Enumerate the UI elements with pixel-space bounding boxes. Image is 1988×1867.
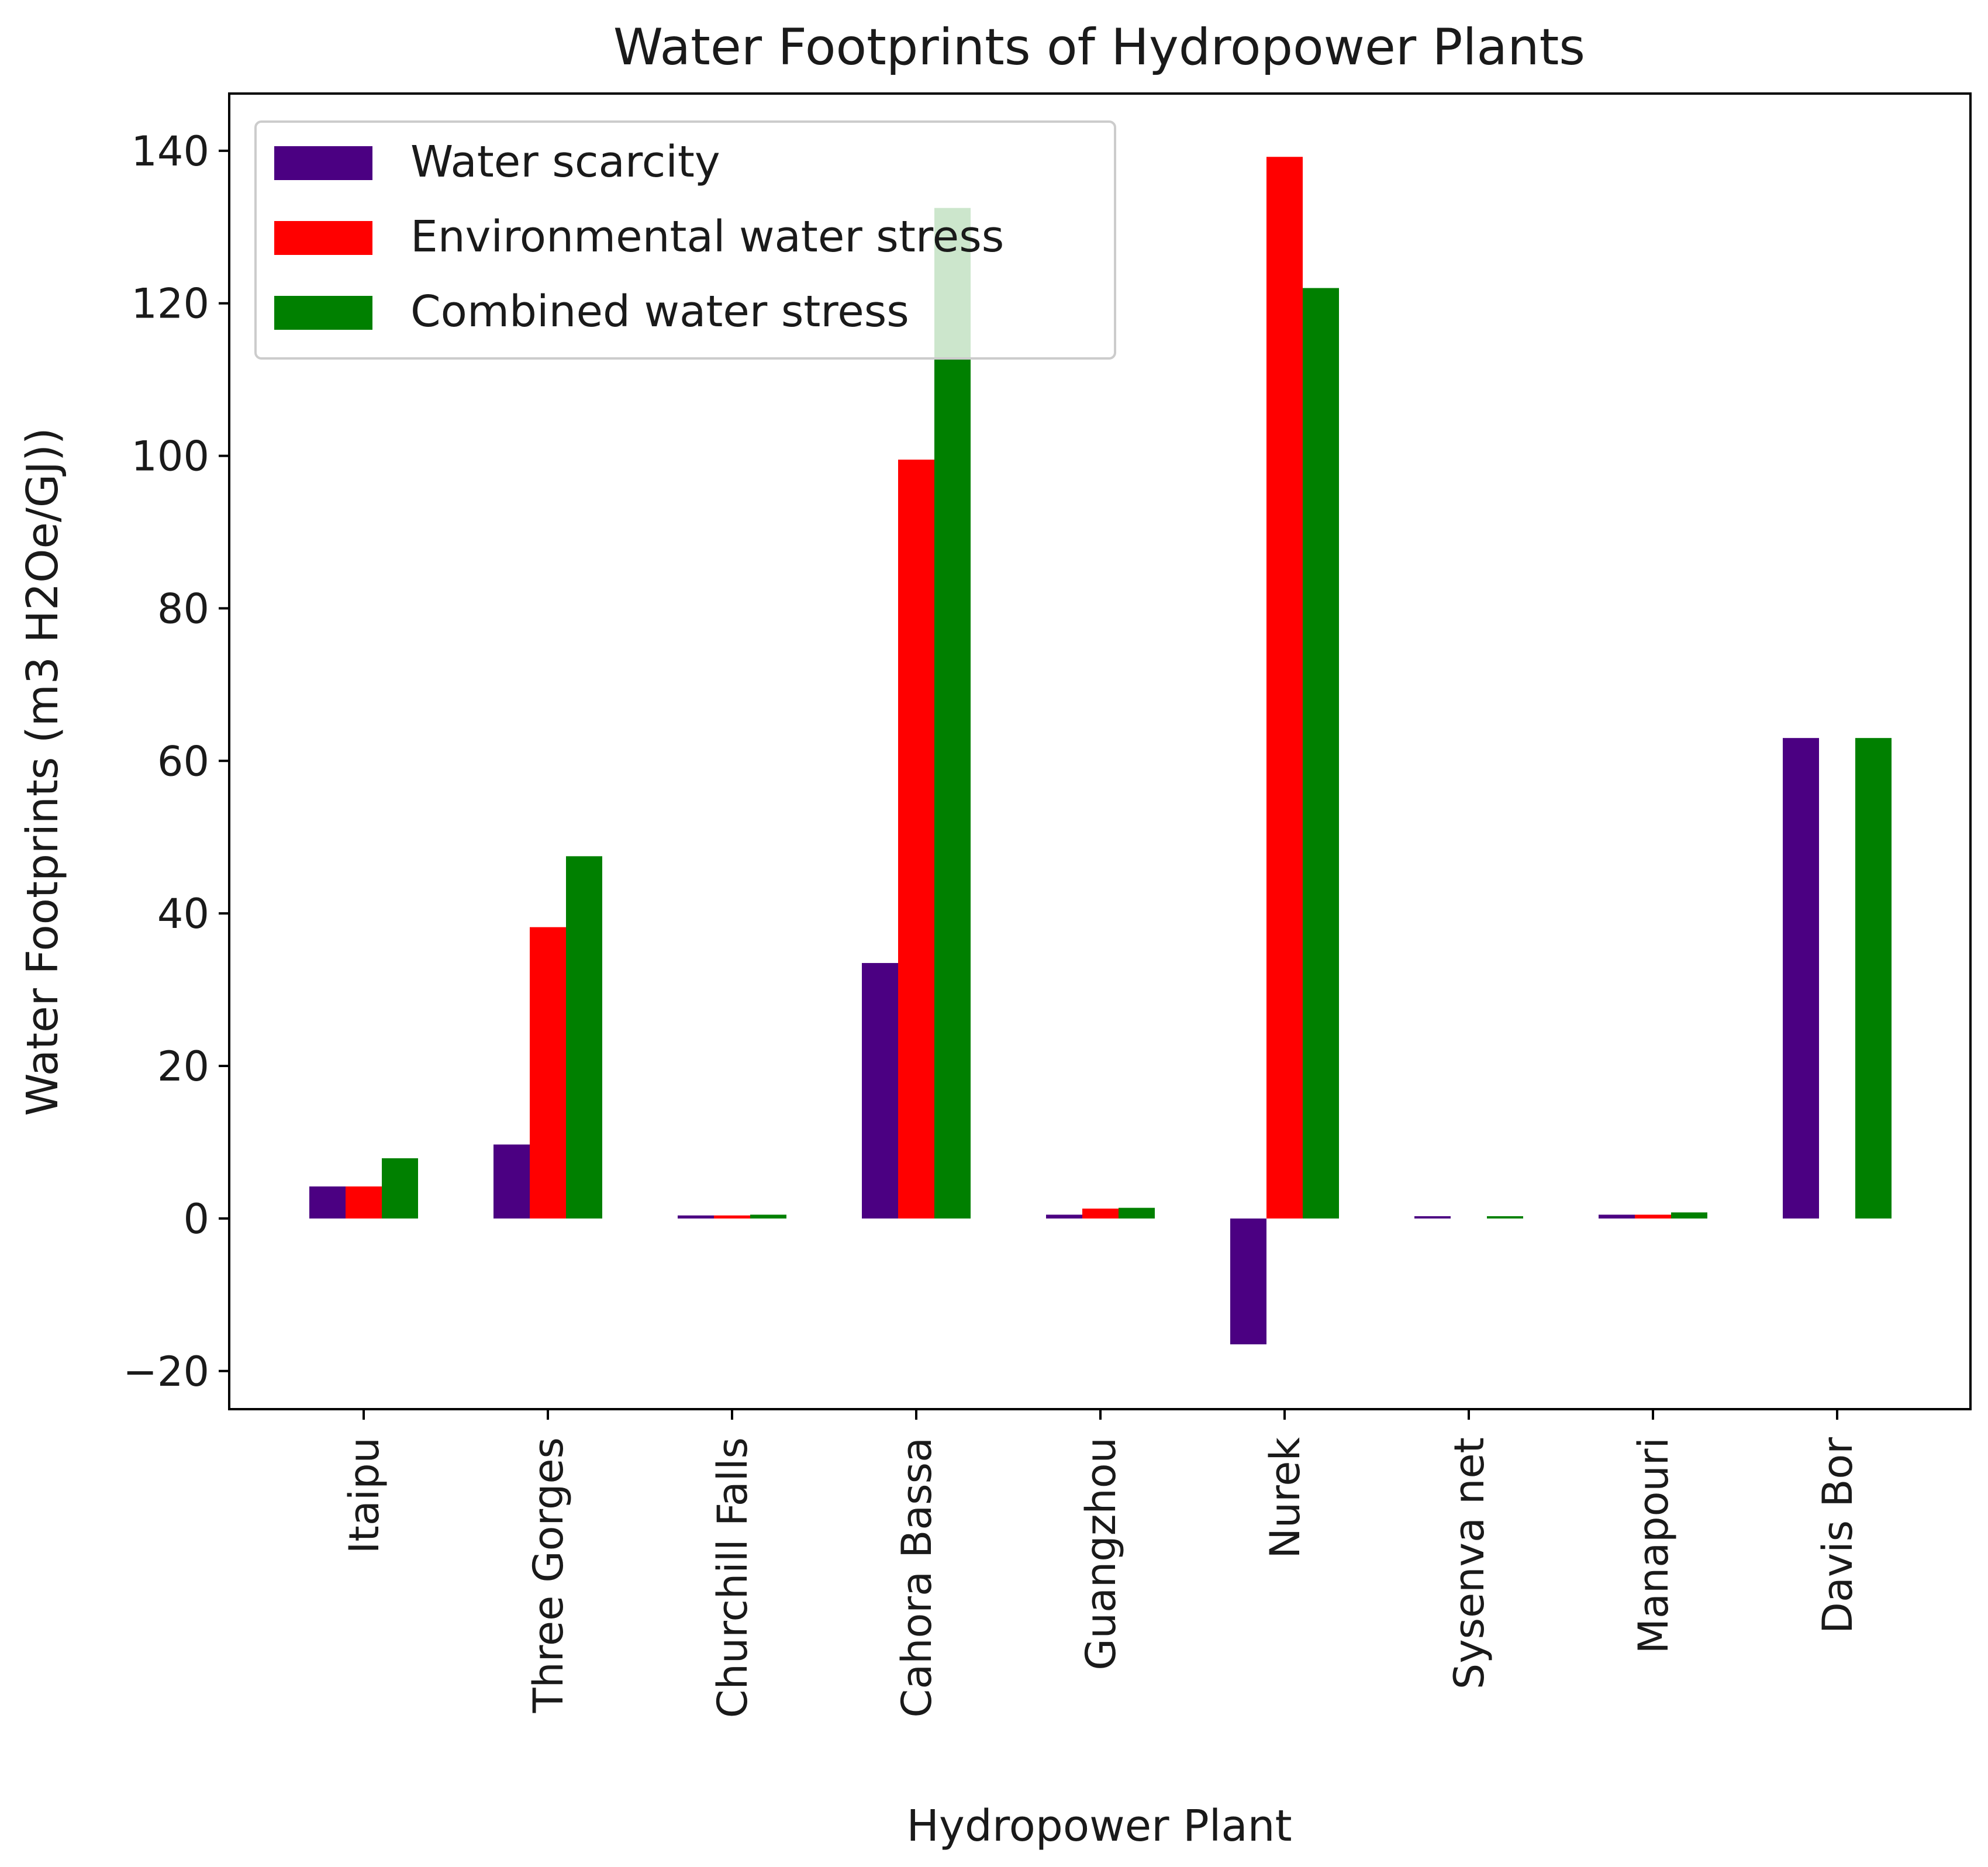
y-tick-label: −20 bbox=[123, 1348, 209, 1396]
bar-water-scarcity-7 bbox=[1599, 1214, 1635, 1219]
bar-environmental-water-stress-3 bbox=[898, 460, 934, 1219]
y-tick-label: 120 bbox=[131, 280, 209, 328]
bar-combined-water-stress-1 bbox=[566, 856, 602, 1219]
y-tick-label: 0 bbox=[183, 1195, 209, 1243]
legend-label: Combined water stress bbox=[410, 287, 909, 337]
x-tick-label: Guangzhou bbox=[1077, 1437, 1125, 1671]
legend-swatch bbox=[274, 296, 372, 330]
x-axis-label: Hydropower Plant bbox=[906, 1801, 1292, 1851]
legend-swatch bbox=[274, 146, 372, 180]
bar-combined-water-stress-4 bbox=[1119, 1207, 1155, 1219]
y-tick-label: 140 bbox=[131, 127, 209, 175]
bar-combined-water-stress-5 bbox=[1303, 288, 1339, 1219]
bar-combined-water-stress-3 bbox=[934, 208, 971, 1219]
x-tick-label: Davis Bor bbox=[1814, 1437, 1862, 1634]
legend-label: Environmental water stress bbox=[410, 212, 1004, 262]
bar-water-scarcity-5 bbox=[1230, 1218, 1266, 1345]
bar-combined-water-stress-0 bbox=[382, 1158, 418, 1219]
bar-environmental-water-stress-4 bbox=[1082, 1208, 1119, 1219]
x-tick-label: Nurek bbox=[1261, 1437, 1309, 1559]
bar-combined-water-stress-2 bbox=[750, 1214, 786, 1219]
x-tick-label: Cahora Bassa bbox=[893, 1437, 941, 1718]
bar-water-scarcity-6 bbox=[1414, 1216, 1451, 1219]
bar-combined-water-stress-6 bbox=[1487, 1216, 1523, 1219]
bar-water-scarcity-0 bbox=[309, 1186, 346, 1219]
x-tick-label: Churchill Falls bbox=[709, 1437, 757, 1718]
bar-combined-water-stress-7 bbox=[1671, 1212, 1707, 1219]
bar-water-scarcity-4 bbox=[1046, 1214, 1082, 1219]
x-tick-label: Sysenva net bbox=[1445, 1437, 1493, 1689]
legend: Water scarcity Environmental water stress… bbox=[254, 120, 1116, 360]
legend-box bbox=[254, 120, 1116, 360]
legend-swatch bbox=[274, 221, 372, 255]
bar-environmental-water-stress-0 bbox=[346, 1186, 382, 1219]
x-tick-label: Manapouri bbox=[1630, 1437, 1678, 1654]
y-axis-label: Water Footprints (m3 H2Oe/GJ)) bbox=[18, 427, 68, 1116]
y-tick-label: 80 bbox=[157, 585, 209, 633]
bar-water-scarcity-1 bbox=[493, 1144, 530, 1219]
bar-water-scarcity-8 bbox=[1783, 738, 1819, 1219]
y-tick-label: 100 bbox=[131, 433, 209, 481]
bar-environmental-water-stress-1 bbox=[530, 927, 566, 1219]
x-tick-label: Itaipu bbox=[340, 1437, 388, 1554]
legend-label: Water scarcity bbox=[410, 137, 720, 187]
bar-combined-water-stress-8 bbox=[1855, 738, 1892, 1219]
y-tick-label: 60 bbox=[157, 737, 209, 785]
y-tick-label: 20 bbox=[157, 1043, 209, 1090]
bar-environmental-water-stress-7 bbox=[1635, 1214, 1671, 1219]
x-tick-label: Three Gorges bbox=[524, 1437, 572, 1713]
plot-area: −20 0 20 40 60 80 100 120 140 Itaipu Three Gorges C… bbox=[123, 92, 1972, 1718]
chart-title: Water Footprints of Hydropower Plants bbox=[613, 18, 1585, 77]
y-tick-label: 40 bbox=[157, 890, 209, 938]
bar-water-scarcity-3 bbox=[862, 962, 898, 1219]
bar-environmental-water-stress-5 bbox=[1266, 157, 1303, 1219]
bar-environmental-water-stress-2 bbox=[714, 1215, 750, 1219]
bar-water-scarcity-2 bbox=[678, 1215, 714, 1219]
